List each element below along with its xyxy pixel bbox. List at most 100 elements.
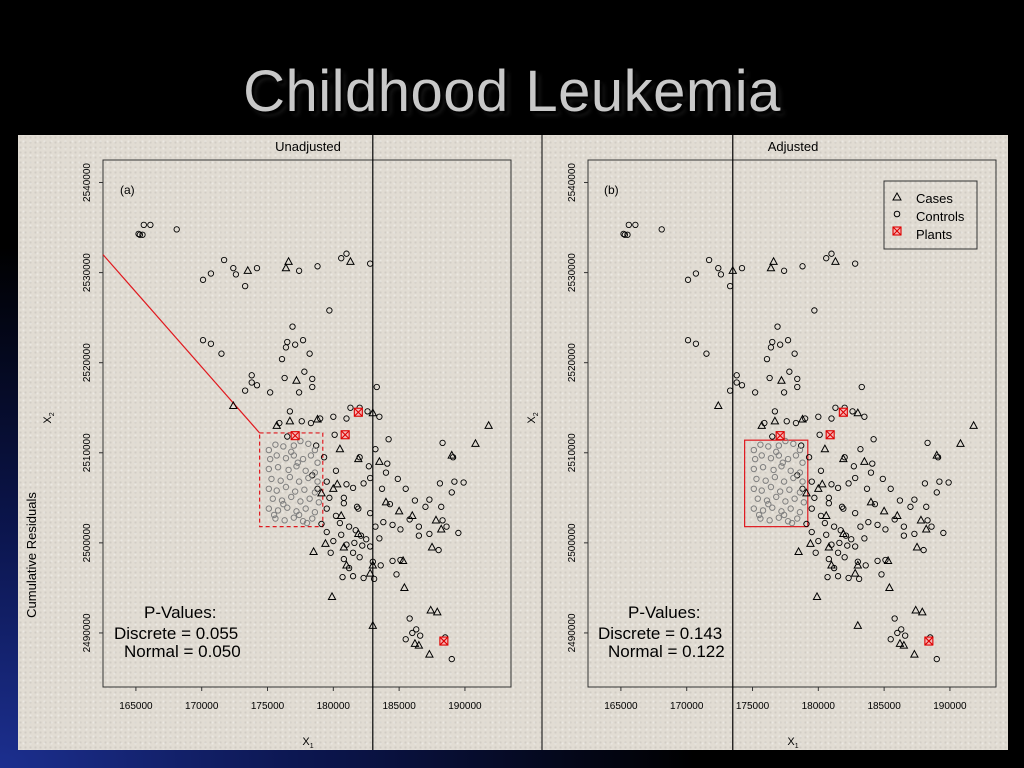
- control-point: [343, 250, 350, 257]
- y-tick-label: 2540000: [567, 163, 578, 202]
- control-point: [349, 549, 357, 556]
- control-point: [898, 626, 905, 633]
- control-point: [365, 463, 373, 470]
- control-point: [422, 503, 429, 510]
- control-point: [792, 419, 800, 427]
- control-point-highlighted: [272, 515, 279, 522]
- control-point: [339, 573, 346, 581]
- control-point: [220, 256, 228, 264]
- control-point: [751, 389, 759, 396]
- case-point: [853, 408, 863, 417]
- control-point-highlighted: [796, 509, 804, 516]
- case-point: [812, 591, 822, 601]
- legend-entry-controls: Controls: [916, 209, 965, 224]
- control-point: [848, 536, 855, 543]
- control-point: [828, 481, 835, 488]
- control-point-highlighted: [297, 498, 304, 505]
- control-point: [733, 372, 740, 379]
- panel-b-pvalue-discrete: Discrete = 0.143: [598, 624, 722, 643]
- control-point-highlighted: [303, 519, 311, 527]
- control-point: [808, 478, 815, 485]
- control-point: [367, 260, 374, 267]
- control-point: [911, 496, 918, 503]
- y-axis-label-cumulative: Cumulative Residuals: [24, 492, 39, 618]
- control-point-highlighted: [751, 455, 759, 463]
- panel-a-label: (a): [120, 183, 135, 197]
- control-point: [825, 500, 833, 507]
- control-point: [878, 571, 885, 578]
- control-point-highlighted: [295, 478, 303, 485]
- control-point-highlighted: [799, 478, 806, 485]
- control-point-highlighted: [282, 483, 290, 491]
- control-point: [426, 496, 433, 503]
- control-point: [777, 341, 784, 348]
- case-point: [850, 568, 860, 577]
- control-point: [372, 523, 379, 530]
- control-point-highlighted: [291, 488, 299, 495]
- case-point: [309, 546, 319, 555]
- control-point: [372, 446, 379, 453]
- control-point-highlighted: [281, 517, 288, 524]
- control-point: [891, 516, 898, 523]
- case-point: [353, 454, 363, 463]
- control-point-highlighted: [314, 478, 321, 485]
- control-point: [841, 454, 848, 461]
- control-point: [815, 413, 822, 420]
- case-point: [431, 515, 441, 524]
- control-point: [842, 532, 850, 539]
- case-point: [410, 638, 420, 647]
- control-point: [845, 480, 852, 487]
- control-point: [367, 509, 374, 517]
- control-point: [621, 231, 629, 238]
- control-point: [349, 573, 357, 580]
- control-point: [393, 571, 400, 578]
- control-point: [173, 226, 180, 233]
- control-point: [373, 383, 380, 391]
- panel-a-x-axis-label: X1: [302, 736, 313, 750]
- control-point: [307, 419, 315, 427]
- control-point-highlighted: [758, 452, 765, 459]
- control-point: [828, 415, 835, 422]
- control-point: [624, 231, 631, 238]
- control-point: [805, 454, 813, 461]
- scatter-figure: Cumulative Residuals Unadjusted (a) 1650…: [24, 135, 997, 750]
- case-point: [398, 555, 408, 564]
- control-point: [241, 387, 249, 394]
- case-point: [374, 456, 384, 465]
- control-point: [207, 270, 215, 277]
- control-point: [726, 387, 734, 394]
- y-tick-label: 2500000: [82, 523, 93, 562]
- control-point-highlighted: [290, 514, 298, 521]
- control-point-highlighted: [305, 440, 312, 447]
- control-point: [828, 250, 835, 257]
- y-tick-label: 2520000: [82, 343, 93, 382]
- control-point: [763, 355, 771, 363]
- control-point: [857, 446, 864, 453]
- control-point: [811, 307, 818, 314]
- control-point: [286, 408, 294, 415]
- control-point: [825, 555, 833, 563]
- case-point: [332, 479, 342, 488]
- case-point: [757, 420, 767, 429]
- case-point: [243, 265, 253, 274]
- panel-b-plot-frame: [587, 159, 997, 688]
- control-point: [902, 632, 909, 639]
- case-point: [407, 510, 417, 519]
- control-point: [338, 531, 345, 538]
- control-point-highlighted: [315, 499, 323, 506]
- control-point: [343, 415, 350, 422]
- case-point: [821, 510, 831, 519]
- control-point: [817, 512, 825, 519]
- control-point: [327, 549, 334, 556]
- control-point: [332, 512, 340, 519]
- case-point: [424, 649, 434, 658]
- control-point-highlighted: [750, 446, 758, 454]
- case-point: [766, 263, 776, 272]
- control-point: [692, 270, 700, 277]
- control-point: [364, 408, 371, 415]
- y-tick-label: 2500000: [567, 523, 578, 562]
- control-point: [355, 505, 362, 512]
- control-point-highlighted: [796, 489, 804, 496]
- control-point: [798, 442, 805, 449]
- control-point-highlighted: [750, 465, 758, 473]
